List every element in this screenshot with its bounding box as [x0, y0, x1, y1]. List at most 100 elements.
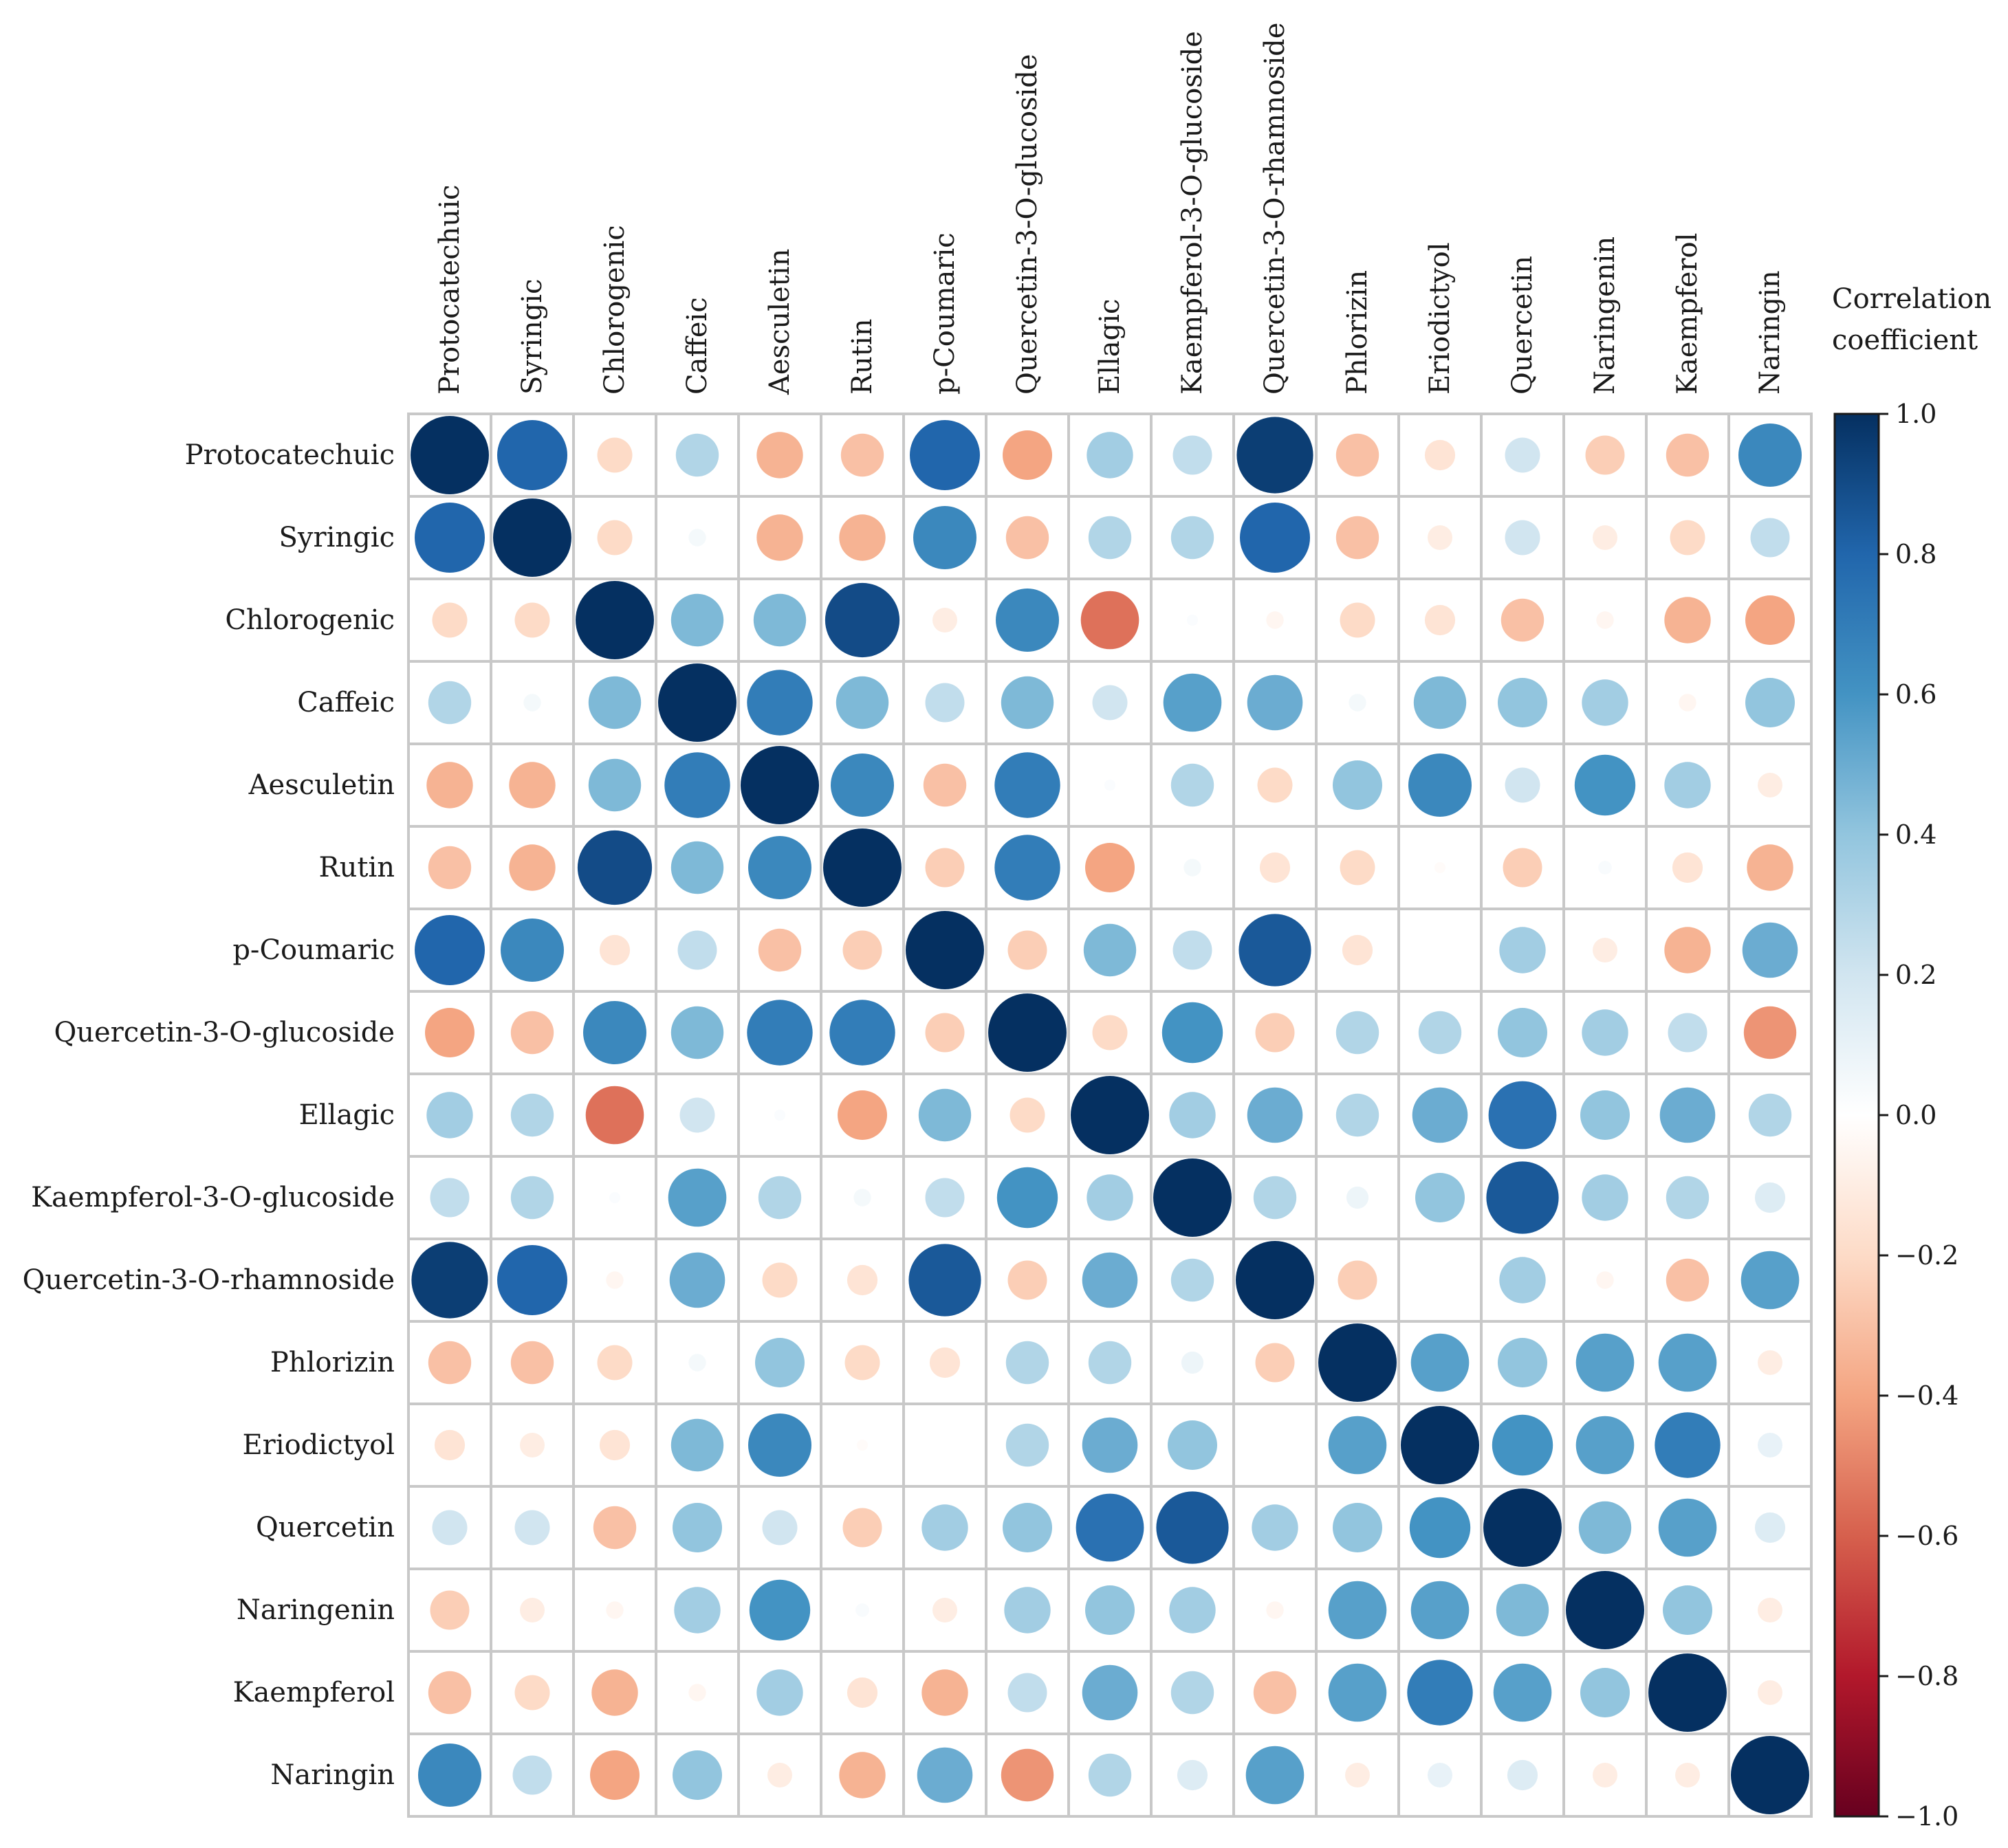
correlation-circle-rutin-naringin: [1747, 844, 1793, 891]
correlation-circle-chlorogenic-naringin: [1745, 595, 1795, 645]
correlation-circle-protocatechuic-quercetin-3-o-rhamnoside: [1236, 417, 1313, 494]
correlation-circle-kaempferol-quercetin-3-o-rhamnoside: [1253, 1671, 1297, 1715]
correlation-circle-chlorogenic-kaempferol-3-o-glucoside: [1186, 614, 1199, 626]
column-label-eriodictyol: Eriodictyol: [1424, 242, 1456, 395]
row-label-phlorizin: Phlorizin: [270, 1347, 395, 1378]
correlation-circle-aesculetin-p-coumaric: [923, 763, 967, 807]
correlation-circle-kaempferol-eriodictyol: [1407, 1660, 1473, 1726]
correlation-circle-kaempferol-aesculetin: [756, 1669, 803, 1716]
row-label-kaempferol: Kaempferol: [233, 1677, 395, 1708]
correlation-circle-quercetin-3-o-glucoside-quercetin-3-o-glucoside: [988, 993, 1067, 1072]
correlation-circle-ellagic-naringenin: [1580, 1090, 1630, 1140]
correlation-circle-aesculetin-quercetin: [1505, 767, 1540, 803]
correlation-circle-eriodictyol-quercetin-3-o-glucoside: [1005, 1423, 1049, 1467]
correlation-circle-naringenin-quercetin-3-o-glucoside: [1004, 1587, 1051, 1634]
correlation-circle-phlorizin-quercetin-3-o-glucoside: [1005, 1341, 1049, 1385]
correlation-circle-eriodictyol-chlorogenic: [599, 1429, 631, 1461]
correlation-circle-kaempferol-3-o-glucoside-ellagic: [1087, 1174, 1133, 1221]
correlation-circle-quercetin-3-o-glucoside-naringenin: [1582, 1009, 1628, 1056]
correlation-circle-phlorizin-quercetin: [1498, 1338, 1547, 1387]
correlation-circle-p-coumaric-quercetin-3-o-glucoside: [1007, 930, 1047, 970]
correlation-circle-syringic-quercetin-3-o-glucoside: [1005, 516, 1049, 560]
correlation-circle-quercetin-3-o-glucoside-quercetin-3-o-rhamnoside: [1255, 1013, 1295, 1053]
correlation-circle-caffeic-protocatechuic: [428, 681, 472, 725]
correlation-circle-p-coumaric-naringenin: [1593, 938, 1617, 962]
correlation-circle-p-coumaric-naringin: [1742, 922, 1798, 978]
correlation-circle-naringin-quercetin-3-o-rhamnoside: [1245, 1746, 1305, 1805]
correlation-circle-naringenin-ellagic: [1085, 1585, 1135, 1635]
correlation-circle-caffeic-kaempferol: [1679, 694, 1696, 712]
correlation-circle-eriodictyol-aesculetin: [748, 1414, 811, 1477]
correlation-circle-ellagic-phlorizin: [1335, 1093, 1379, 1137]
correlation-circle-phlorizin-chlorogenic: [597, 1345, 633, 1380]
correlation-circle-quercetin-3-o-rhamnoside-rutin: [847, 1264, 878, 1296]
correlation-circle-p-coumaric-caffeic: [677, 930, 717, 970]
correlation-circle-rutin-naringenin: [1598, 861, 1612, 874]
correlation-circle-kaempferol-3-o-glucoside-naringenin: [1582, 1174, 1628, 1221]
correlation-circle-chlorogenic-naringenin: [1596, 611, 1614, 629]
correlation-circle-naringin-syringic: [512, 1755, 552, 1795]
correlation-circle-rutin-phlorizin: [1340, 850, 1375, 886]
correlation-circle-quercetin-3-o-rhamnoside-quercetin-3-o-rhamnoside: [1236, 1241, 1314, 1319]
correlation-circle-kaempferol-protocatechuic: [428, 1671, 472, 1715]
correlation-circle-quercetin-3-o-glucoside-quercetin: [1498, 1008, 1547, 1057]
correlation-circle-chlorogenic-rutin: [825, 582, 900, 658]
correlation-circle-syringic-ellagic: [1088, 516, 1132, 560]
colorbar-tick-label: −0.6: [1895, 1521, 1958, 1551]
correlation-circle-p-coumaric-kaempferol-3-o-glucoside: [1172, 930, 1212, 970]
correlation-circle-p-coumaric-kaempferol: [1664, 927, 1711, 974]
correlation-circle-caffeic-eriodictyol: [1413, 676, 1467, 729]
correlation-circle-quercetin-3-o-glucoside-kaempferol-3-o-glucoside: [1161, 1002, 1223, 1064]
correlation-circle-phlorizin-protocatechuic: [428, 1341, 472, 1385]
correlation-circle-phlorizin-kaempferol-3-o-glucoside: [1181, 1351, 1204, 1374]
correlation-circle-quercetin-3-o-rhamnoside-quercetin: [1499, 1257, 1546, 1304]
correlation-circle-quercetin-3-o-rhamnoside-phlorizin: [1338, 1260, 1377, 1300]
grid-cell: [572, 1650, 657, 1735]
correlation-circle-quercetin-3-o-glucoside-chlorogenic: [583, 1001, 646, 1064]
correlation-circle-syringic-eriodictyol: [1428, 525, 1452, 550]
colorbar-tick-label: 0.2: [1895, 960, 1936, 990]
correlation-circle-ellagic-ellagic: [1071, 1076, 1149, 1154]
correlation-circle-protocatechuic-phlorizin: [1335, 433, 1379, 477]
correlation-circle-chlorogenic-phlorizin: [1340, 602, 1375, 638]
correlation-circle-syringic-phlorizin: [1335, 516, 1379, 560]
correlation-circle-aesculetin-eriodictyol: [1408, 754, 1472, 817]
correlation-circle-p-coumaric-p-coumaric: [906, 911, 984, 989]
correlation-circle-naringin-aesculetin: [767, 1763, 792, 1788]
legend-title-line-2: coefficient: [1832, 324, 1978, 356]
correlation-circle-quercetin-p-coumaric: [921, 1504, 968, 1551]
correlation-circle-quercetin-3-o-glucoside-syringic: [510, 1011, 554, 1055]
column-label-caffeic: Caffeic: [681, 297, 713, 395]
correlation-circle-aesculetin-kaempferol-3-o-glucoside: [1170, 763, 1214, 807]
correlation-circle-aesculetin-syringic: [509, 762, 556, 808]
correlation-circle-kaempferol-naringin: [1758, 1680, 1782, 1705]
correlation-circle-caffeic-syringic: [523, 694, 541, 712]
correlation-circle-naringenin-caffeic: [674, 1587, 721, 1634]
row-label-protocatechuic: Protocatechuic: [185, 439, 395, 471]
correlation-circle-phlorizin-eriodictyol: [1410, 1333, 1470, 1392]
correlation-circle-phlorizin-ellagic: [1088, 1341, 1132, 1385]
grid-cell: [1397, 908, 1483, 993]
row-label-eriodictyol: Eriodictyol: [242, 1429, 395, 1461]
correlation-circle-protocatechuic-syringic: [497, 420, 567, 490]
correlation-circle-p-coumaric-aesculetin: [758, 928, 802, 972]
correlation-circle-chlorogenic-quercetin-3-o-glucoside: [996, 588, 1059, 652]
row-label-caffeic: Caffeic: [297, 687, 395, 718]
correlation-circle-syringic-syringic: [493, 498, 571, 577]
correlation-circle-phlorizin-naringin: [1758, 1350, 1782, 1375]
correlation-circle-quercetin-aesculetin: [762, 1510, 798, 1546]
correlation-circle-quercetin-3-o-rhamnoside-aesculetin: [762, 1262, 798, 1298]
correlation-circle-phlorizin-aesculetin: [755, 1338, 805, 1387]
row-labels: Protocatechuic Syringic Chlorogenic Caffeic…: [23, 439, 395, 1791]
correlation-circle-quercetin-3-o-rhamnoside-protocatechuic: [411, 1242, 488, 1319]
correlation-circle-kaempferol-rutin: [847, 1677, 878, 1708]
correlation-circle-quercetin-3-o-glucoside-caffeic: [670, 1006, 724, 1059]
correlation-circle-aesculetin-naringin: [1758, 773, 1782, 798]
correlation-circle-rutin-protocatechuic: [428, 846, 472, 890]
correlation-circle-protocatechuic-quercetin: [1505, 437, 1540, 473]
correlation-circle-rutin-syringic: [509, 844, 556, 891]
correlation-circle-p-coumaric-ellagic: [1083, 923, 1137, 977]
correlation-circle-quercetin-quercetin-3-o-glucoside: [1003, 1503, 1052, 1552]
correlation-circle-naringenin-chlorogenic: [606, 1601, 624, 1619]
correlation-circle-phlorizin-caffeic: [688, 1354, 706, 1372]
